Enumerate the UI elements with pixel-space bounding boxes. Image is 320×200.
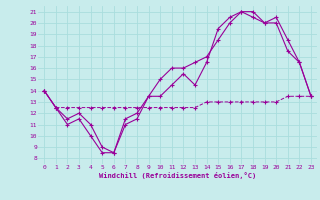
X-axis label: Windchill (Refroidissement éolien,°C): Windchill (Refroidissement éolien,°C)	[99, 172, 256, 179]
